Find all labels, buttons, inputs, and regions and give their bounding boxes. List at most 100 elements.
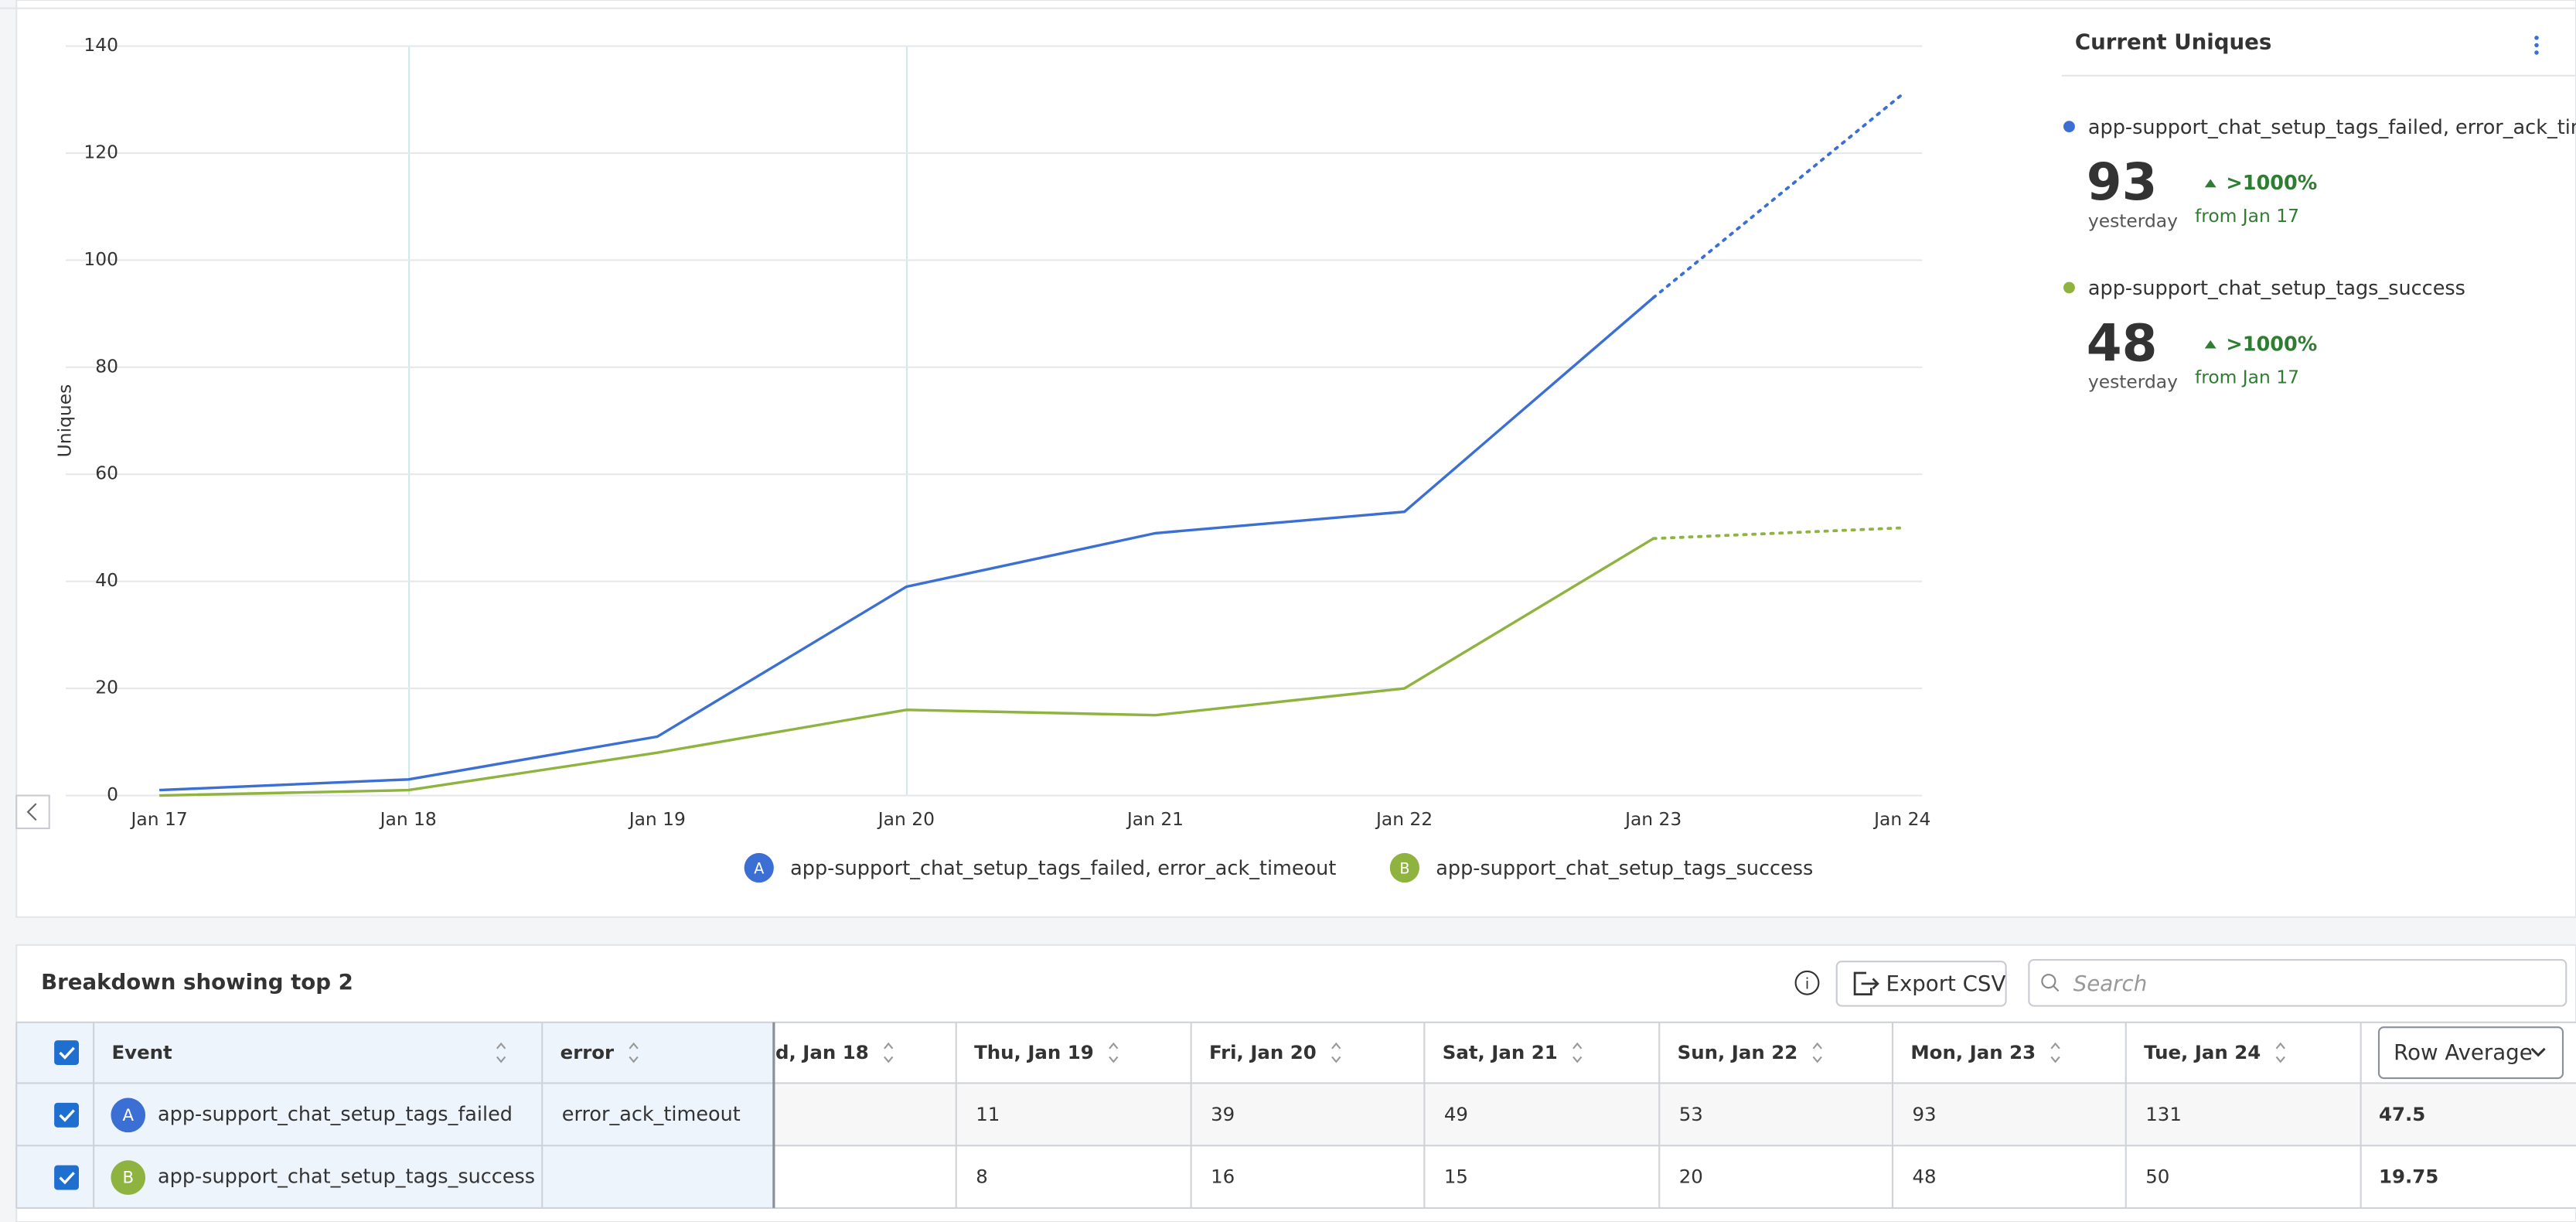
panel-arrow <box>2204 340 2217 349</box>
y-tick-label: 140 <box>83 34 118 56</box>
x-tick-label: Jan 24 <box>1872 808 1930 830</box>
column-header: error <box>561 1041 614 1063</box>
column-header: Thu, Jan 19 <box>974 1041 1094 1063</box>
checkbox[interactable] <box>54 1102 79 1128</box>
breakdown-table: Event error d, Jan 18 Thu, Jan 19 Fri, Jan 2… <box>15 1021 2576 1209</box>
x-tick-label: Jan 17 <box>130 808 188 830</box>
panel-since: from Jan 17 <box>2195 366 2299 387</box>
table-title: Breakdown showing top 2 <box>41 969 353 995</box>
kebab-menu[interactable] <box>2534 36 2539 55</box>
info-icon[interactable] <box>1794 970 1820 995</box>
cell-value: 53 <box>1679 1103 1703 1125</box>
event-name: app-support_chat_setup_tags_failed <box>158 1103 513 1126</box>
panel-change: >1000% <box>2226 333 2317 356</box>
y-axis-label: Uniques <box>54 384 76 458</box>
y-tick-label: 60 <box>95 463 118 484</box>
aggregate-select[interactable] <box>2377 1026 2564 1080</box>
y-tick-label: 120 <box>83 141 118 162</box>
y-tick-label: 40 <box>95 569 118 591</box>
cell-value: 39 <box>1211 1103 1235 1125</box>
checkbox-tick <box>59 1172 75 1185</box>
search-box[interactable] <box>2028 958 2567 1007</box>
event-name: app-support_chat_setup_tags_success <box>158 1166 535 1189</box>
x-tick-label: Jan 18 <box>379 808 437 830</box>
panel-arrow <box>2204 179 2217 188</box>
cell-value: 8 <box>976 1166 988 1188</box>
sort-icon[interactable] <box>629 1042 639 1063</box>
x-tick-label: Jan 22 <box>1375 808 1433 830</box>
row-badge-letter: B <box>122 1169 134 1188</box>
sort-icon[interactable] <box>1812 1042 1822 1063</box>
plot: 0 20 40 60 80 100 120 140 Jan 17 Jan 18 Jan 19 Jan … <box>66 34 1930 883</box>
column-header: Sat, Jan 21 <box>1443 1041 1558 1063</box>
panel-value: 48 <box>2087 313 2158 373</box>
column-header: Tue, Jan 24 <box>2144 1041 2261 1063</box>
export-button[interactable] <box>1835 961 2007 1007</box>
cell-value: 16 <box>1211 1166 1235 1188</box>
legend-label: app-support_chat_setup_tags_failed, erro… <box>790 857 1336 880</box>
row-badge <box>111 1160 146 1195</box>
panel-period: yesterday <box>2088 371 2178 393</box>
sort-icon[interactable] <box>1109 1042 1119 1063</box>
series-line <box>159 537 1654 797</box>
series-projection <box>1651 92 1904 299</box>
checkbox-tick <box>59 1046 75 1060</box>
error-value: error_ack_timeout <box>562 1103 741 1126</box>
search-placeholder: Search <box>2073 971 2147 996</box>
cell-value: 50 <box>2145 1166 2169 1188</box>
y-tick-label: 20 <box>95 677 118 698</box>
row-bg <box>773 1145 2576 1208</box>
sort-icon[interactable] <box>2275 1042 2285 1063</box>
sort-icon[interactable] <box>2050 1042 2060 1063</box>
cell-value: 49 <box>1444 1103 1468 1125</box>
search-icon <box>2041 974 2056 989</box>
panel-period: yesterday <box>2088 210 2178 231</box>
row-badge-letter: A <box>122 1106 134 1125</box>
header-row-bg <box>773 1022 2576 1084</box>
checkbox[interactable] <box>54 1040 79 1066</box>
column-header: d, Jan 18 <box>775 1041 869 1063</box>
x-tick-label: Jan 19 <box>628 808 686 830</box>
row-average: 19.75 <box>2379 1166 2438 1188</box>
sort-icon[interactable] <box>1573 1042 1583 1063</box>
sort-icon[interactable] <box>884 1042 894 1063</box>
series-line <box>159 296 1654 792</box>
export-icon <box>1853 971 1879 996</box>
sort-icon[interactable] <box>496 1042 506 1063</box>
checkbox[interactable] <box>54 1165 79 1190</box>
cell-value: 48 <box>1913 1166 1937 1188</box>
panel-change: >1000% <box>2226 172 2317 195</box>
x-tick-label: Jan 21 <box>1126 808 1184 830</box>
legend-badge-letter: A <box>754 860 764 878</box>
collapse-button[interactable] <box>15 794 50 830</box>
panel-series-name: app-support_chat_setup_tags_success <box>2088 277 2465 300</box>
series-projection <box>1651 526 1904 541</box>
column-header: Sun, Jan 22 <box>1678 1041 1798 1063</box>
panel-value: 93 <box>2087 152 2158 212</box>
cell-value: 11 <box>976 1103 1000 1125</box>
column-header: Mon, Jan 23 <box>1910 1041 2036 1063</box>
info-glyph: i <box>1805 975 1809 992</box>
cell-value: 131 <box>2145 1103 2182 1125</box>
x-tick-label: Jan 20 <box>877 808 935 830</box>
column-header: Fri, Jan 20 <box>1209 1041 1317 1063</box>
panel-title: Current Uniques <box>2075 29 2271 54</box>
legend-badge <box>744 852 774 883</box>
export-label: Export CSV <box>1886 971 2006 996</box>
sort-icon[interactable] <box>1331 1042 1341 1063</box>
y-tick-label: 0 <box>107 783 118 805</box>
column-header: Event <box>112 1041 173 1063</box>
y-tick-label: 80 <box>95 355 118 377</box>
panel-series-name: app-support_chat_setup_tags_failed, erro… <box>2088 116 2576 139</box>
legend-label: app-support_chat_setup_tags_success <box>1436 857 1813 880</box>
checkbox-tick <box>59 1109 75 1122</box>
panel-dot <box>2063 121 2075 133</box>
row-badge <box>111 1097 146 1133</box>
panel-dot <box>2063 282 2075 294</box>
aggregate-label: Row Average <box>2394 1039 2533 1065</box>
search-icon-handle <box>2053 985 2060 992</box>
row-bg <box>773 1083 2576 1146</box>
x-tick-label: Jan 23 <box>1624 808 1682 830</box>
legend-badge <box>1389 852 1419 883</box>
